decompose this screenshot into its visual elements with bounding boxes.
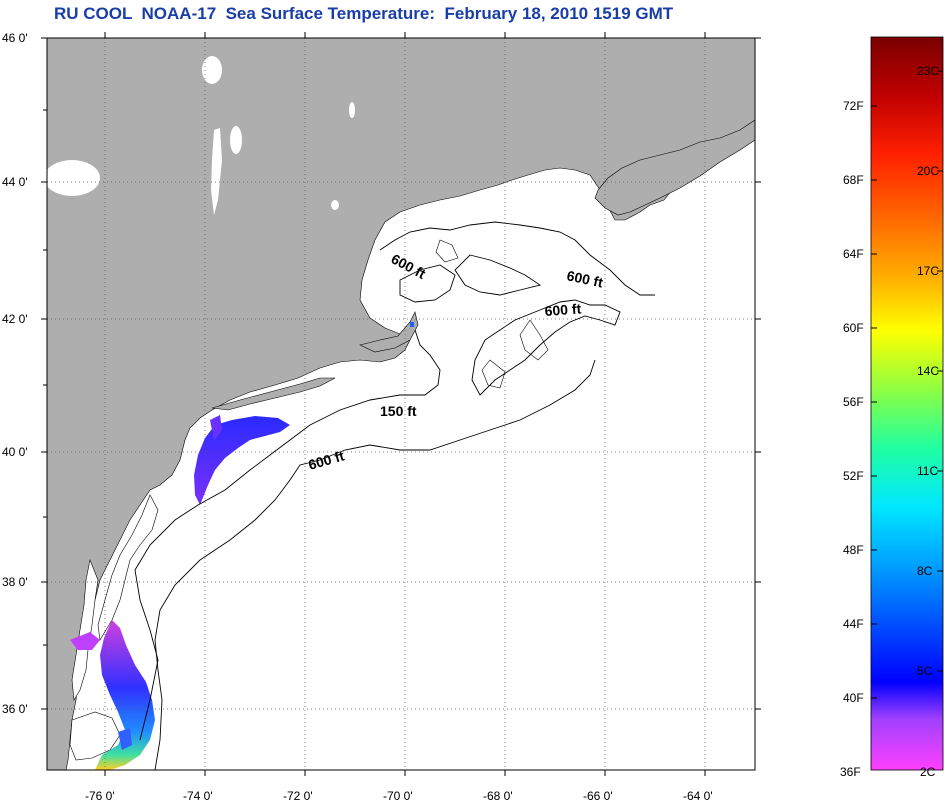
lake-small-1 (331, 200, 339, 210)
lat-label-40: 40 0' (2, 445, 28, 459)
lon-label-66: -66 0' (583, 789, 613, 803)
land-nova-scotia (594, 119, 755, 216)
colorbar-label-17c: 17C (917, 264, 940, 278)
contour-label-gulf-of-maine-east: 600 ft (565, 267, 604, 290)
sst-patch-new-jersey (194, 416, 290, 505)
water-delaware-bay (97, 494, 159, 641)
colorbar-ticks (871, 70, 943, 699)
lat-label-42: 42 0' (2, 312, 28, 326)
contour-label-nantucket-shoals: 150 ft (380, 403, 417, 419)
lon-label-64: -64 0' (683, 789, 713, 803)
sst-pixel-cape-cod (410, 322, 414, 327)
map-frame (46, 37, 756, 771)
lake-george (230, 126, 242, 154)
lat-label-44: 44 0' (2, 175, 28, 189)
lat-label-38: 38 0' (2, 575, 28, 589)
colorbar-label-72f: 72F (843, 99, 864, 113)
water-chesapeake-bay (71, 558, 99, 701)
colorbar-label-48f: 48F (843, 543, 864, 557)
lon-label-68: -68 0' (483, 789, 513, 803)
sst-patch-nj-tip (210, 415, 222, 440)
colorbar-label-56f: 56F (843, 395, 864, 409)
colorbar-label-20c: 20C (917, 164, 940, 178)
colorbar-label-52f: 52F (843, 469, 864, 483)
lon-label-70: -70 0' (383, 789, 413, 803)
lon-label-74: -74 0' (183, 789, 213, 803)
lake-moosehead (202, 56, 222, 84)
colorbar-label-23c: 23C (917, 64, 940, 78)
contour-600ft-gulf-of-maine (379, 221, 655, 303)
land-cape-cod (359, 311, 419, 353)
tick-marks (41, 32, 761, 776)
map-title: RU COOL NOAA-17 Sea Surface Temperature:… (54, 4, 674, 23)
colorbar (870, 36, 944, 771)
colorbar-label-2c: 2C (920, 765, 936, 779)
lat-label-46: 46 0' (2, 31, 28, 45)
colorbar-label-14c: 14C (917, 364, 940, 378)
contour-600ft-georges (471, 299, 621, 396)
lon-label-76: -76 0' (85, 789, 115, 803)
land-long-island (211, 377, 336, 411)
colorbar-label-44f: 44F (843, 617, 864, 631)
colorbar-label-40f: 40F (843, 691, 864, 705)
contour-gulf-basins (435, 239, 549, 389)
lat-label-36: 36 0' (2, 702, 28, 716)
lake-small-2 (349, 102, 355, 118)
contour-600ft-shelf (154, 359, 596, 770)
colorbar-label-5c: 5C (917, 664, 933, 678)
colorbar-label-8c: 8C (917, 564, 933, 578)
colorbar-label-11c: 11C (917, 464, 939, 478)
contour-label-georges-bank: 600 ft (544, 300, 582, 319)
lon-label-72: -72 0' (283, 789, 313, 803)
colorbar-label-68f: 68F (843, 173, 864, 187)
colorbar-label-36f: 36F (840, 765, 861, 779)
sst-patch-nc-inlet (118, 728, 132, 750)
colorbar-label-64f: 64F (843, 247, 864, 261)
contour-150ft (134, 329, 441, 741)
colorbar-label-60f: 60F (843, 321, 864, 335)
sst-patch-hatteras (95, 620, 155, 770)
sst-patch-va-coast (70, 632, 100, 650)
lake-ontario-edge (47, 160, 100, 196)
lake-champlain (211, 128, 222, 215)
